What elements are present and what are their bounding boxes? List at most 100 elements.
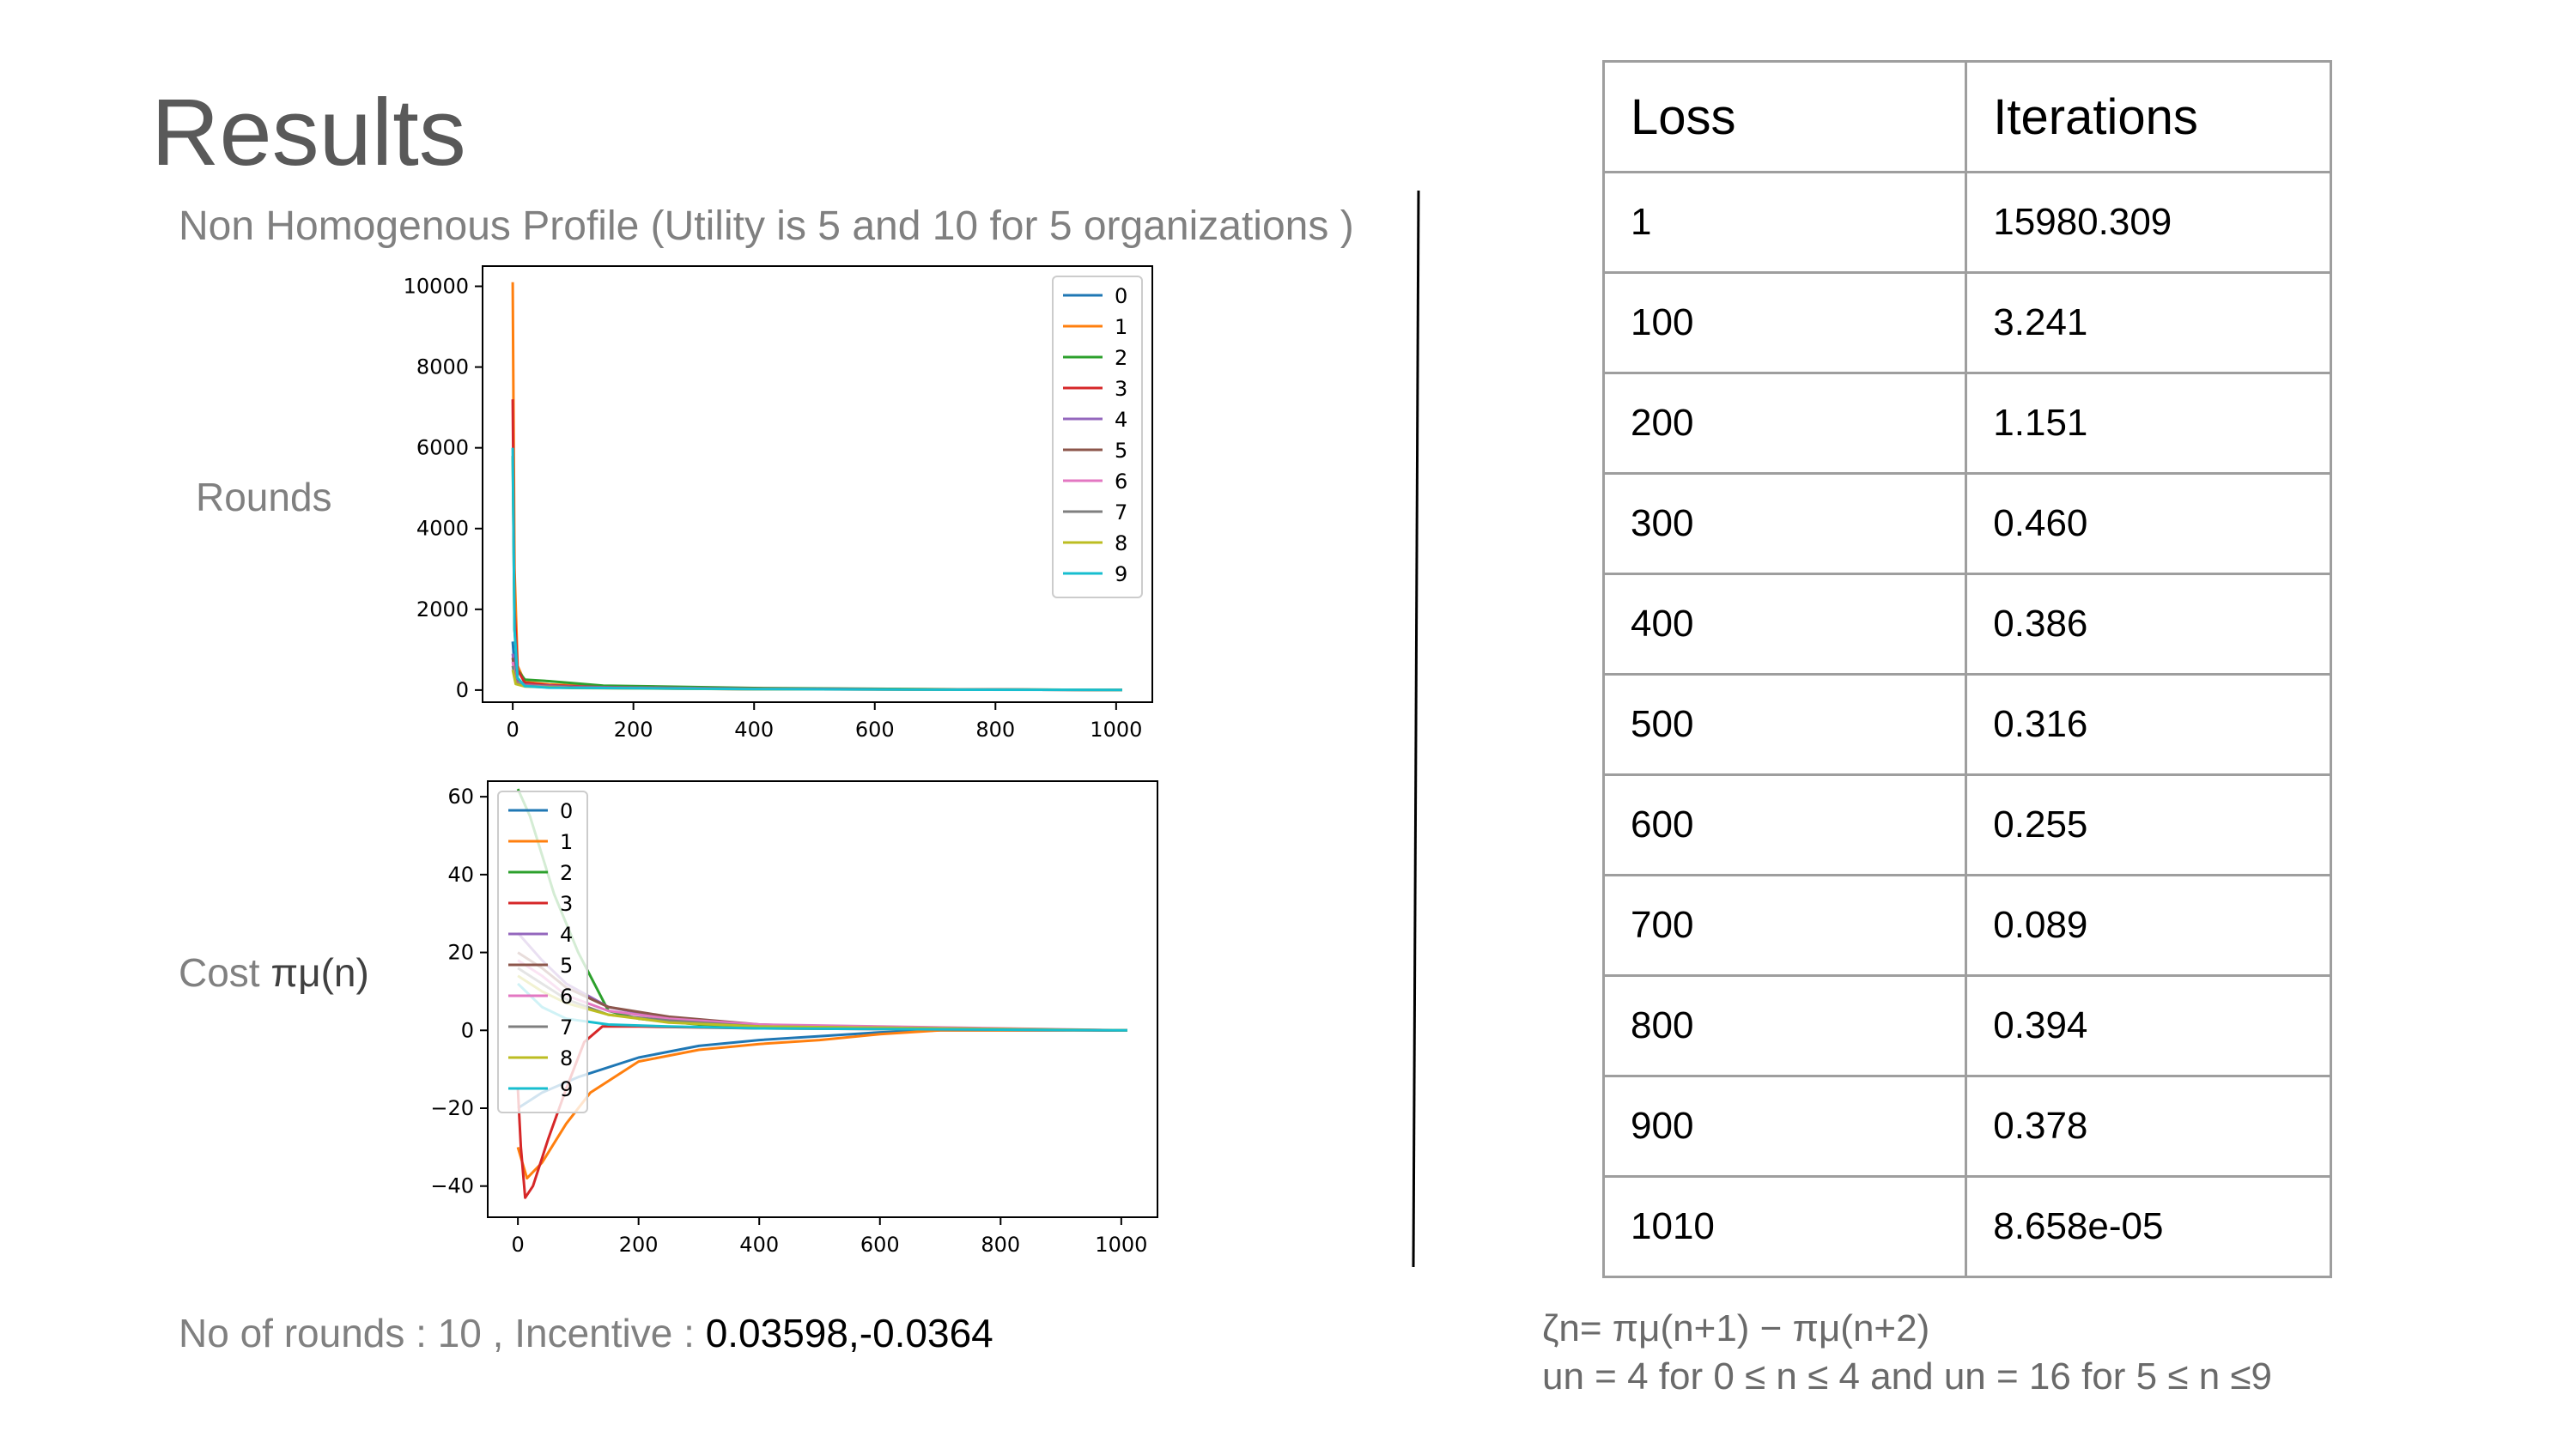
legend-label: 0 — [560, 799, 573, 823]
y-tick-label: 60 — [447, 785, 474, 809]
table-cell: 8.658e-05 — [1965, 1175, 2332, 1278]
legend-label: 8 — [560, 1046, 573, 1070]
table-cell: 900 — [1601, 1075, 1968, 1178]
x-tick-label: 400 — [739, 1233, 779, 1257]
legend-label: 4 — [1115, 408, 1127, 432]
table-cell: 500 — [1601, 673, 1968, 776]
table-cell: 400 — [1601, 573, 1968, 676]
x-tick-label: 600 — [855, 718, 895, 742]
table-cell: 0.089 — [1965, 874, 2332, 977]
y-tick-label: −40 — [430, 1174, 474, 1198]
legend-label: 7 — [560, 1016, 573, 1040]
results-table: Loss Iterations 1 15980.309 100 3.241 200 1.151… — [1601, 60, 2332, 1278]
table-row: 1010 8.658e-05 — [1601, 1175, 2332, 1278]
legend-label: 9 — [560, 1077, 573, 1101]
table-cell: 1010 — [1601, 1175, 1968, 1278]
rounds-chart-label: Rounds — [196, 475, 332, 519]
table-cell: Loss — [1601, 60, 1968, 173]
y-tick-label: −20 — [430, 1096, 474, 1120]
table-row: 100 3.241 — [1601, 271, 2332, 374]
series-line-9 — [511, 447, 1122, 692]
slide-subtitle: Non Homogenous Profile (Utility is 5 and… — [179, 203, 1354, 249]
y-tick-label: 20 — [447, 941, 474, 965]
x-tick-label: 400 — [734, 718, 774, 742]
footer-text: No of rounds : 10 , Incentive : 0.03598,… — [179, 1310, 993, 1356]
table-cell: 0.316 — [1965, 673, 2332, 776]
legend-label: 8 — [1115, 531, 1127, 555]
table-row: 500 0.316 — [1601, 673, 2332, 776]
y-tick-label: 40 — [447, 863, 474, 887]
y-tick-label: 10000 — [404, 275, 469, 299]
cost-label-prefix: Cost — [179, 950, 271, 995]
x-tick-label: 200 — [619, 1233, 659, 1257]
series-line-3 — [511, 399, 1122, 692]
table-row: 600 0.255 — [1601, 773, 2332, 876]
table-row: 300 0.460 — [1601, 472, 2332, 575]
legend-label: 1 — [1115, 315, 1127, 339]
series-line-1 — [516, 1028, 1127, 1180]
footer-prefix: No of rounds : 10 , Incentive : — [179, 1311, 706, 1355]
legend-label: 7 — [1115, 500, 1127, 524]
x-tick-label: 0 — [506, 718, 519, 742]
table-row: 1 15980.309 — [1601, 171, 2332, 274]
legend-label: 5 — [560, 954, 573, 978]
formula-line-1: ζn= πμ(n+1) − πμ(n+2) — [1542, 1307, 1930, 1349]
legend-box — [497, 791, 588, 1113]
x-tick-label: 1000 — [1095, 1233, 1147, 1257]
slide-title: Results — [151, 80, 466, 185]
legend-label: 3 — [1115, 377, 1127, 401]
series-line-1 — [511, 282, 1122, 692]
table-row: 400 0.386 — [1601, 573, 2332, 676]
table-cell: 0.394 — [1965, 974, 2332, 1077]
table-cell: 100 — [1601, 271, 1968, 374]
legend: 0 1 2 3 4 5 6 7 8 9 — [1052, 276, 1143, 598]
cost-label-symbol: πμ(n) — [270, 950, 369, 995]
legend-label: 2 — [1115, 346, 1127, 370]
legend-label: 4 — [560, 923, 573, 947]
y-tick-label: 2000 — [416, 597, 469, 621]
x-tick-label: 800 — [975, 718, 1015, 742]
table-cell: 0.378 — [1965, 1075, 2332, 1178]
x-tick-label: 0 — [511, 1233, 524, 1257]
table-cell: 200 — [1601, 372, 1968, 475]
table-cell: Iterations — [1965, 60, 2332, 173]
table-row: 800 0.394 — [1601, 974, 2332, 1077]
series-line-0 — [511, 641, 1122, 692]
legend-label: 6 — [1115, 470, 1127, 494]
legend-label: 0 — [1115, 284, 1127, 308]
series-line-8 — [517, 974, 1127, 1032]
x-tick-label: 200 — [614, 718, 653, 742]
table-row: 900 0.378 — [1601, 1075, 2332, 1178]
table-row: 200 1.151 — [1601, 372, 2332, 475]
x-tick-label: 600 — [860, 1233, 900, 1257]
table-cell: 1.151 — [1965, 372, 2332, 475]
legend-label: 6 — [560, 985, 573, 1009]
y-tick-label: 0 — [456, 678, 469, 702]
formula-line-2: un = 4 for 0 ≤ n ≤ 4 and un = 16 for 5 ≤… — [1542, 1355, 2273, 1397]
legend-box — [1052, 276, 1143, 598]
legend-label: 5 — [1115, 439, 1127, 463]
table-row: 700 0.089 — [1601, 874, 2332, 977]
plot-frame — [482, 265, 1153, 703]
legend: 0 1 2 3 4 5 6 7 8 9 — [497, 791, 588, 1113]
series-line-0 — [517, 1028, 1127, 1110]
series-line-6 — [517, 959, 1127, 1032]
series-line-3 — [516, 1025, 1127, 1199]
table-cell: 15980.309 — [1965, 171, 2332, 274]
legend-label: 2 — [560, 861, 573, 885]
x-tick-label: 1000 — [1090, 718, 1142, 742]
legend-label: 1 — [560, 830, 573, 854]
series-line-2 — [511, 456, 1122, 692]
incentive-value: 0.03598,-0.0364 — [705, 1311, 993, 1355]
x-tick-label: 800 — [981, 1233, 1020, 1257]
table-cell: 800 — [1601, 974, 1968, 1077]
results-table-body: Loss Iterations 1 15980.309 100 3.241 200 1.151… — [1601, 60, 2332, 1278]
plot-frame — [487, 780, 1158, 1218]
y-tick-label: 6000 — [416, 436, 469, 460]
table-cell: 3.241 — [1965, 271, 2332, 374]
y-tick-label: 0 — [461, 1018, 474, 1042]
legend-label: 9 — [1115, 562, 1127, 586]
series-line-2 — [516, 788, 1127, 1032]
